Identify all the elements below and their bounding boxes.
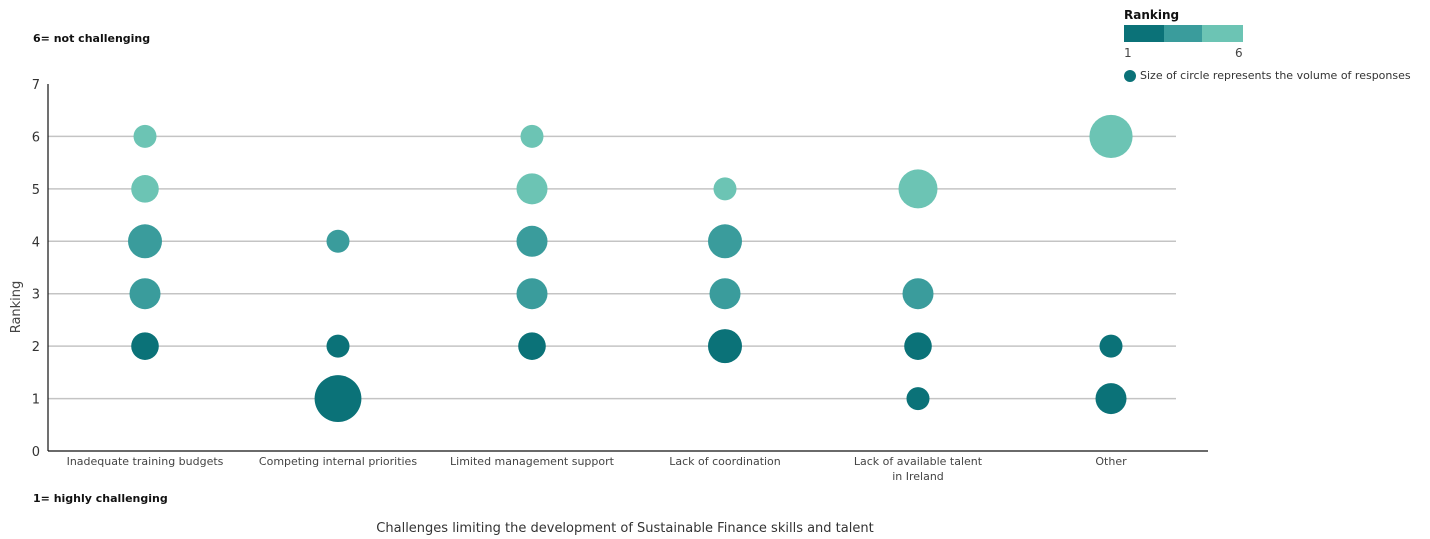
- data-bubble: [516, 278, 548, 310]
- legend-swatch-light: [1202, 25, 1243, 42]
- data-bubble: [516, 225, 548, 257]
- x-tick-label: Lack of coordination: [669, 455, 781, 468]
- data-bubble: [516, 173, 548, 205]
- y-tick-label: 5: [32, 183, 40, 198]
- data-bubble: [128, 224, 162, 259]
- x-tick-label: Competing internal priorities: [259, 455, 417, 468]
- bottom-scale-note: 1= highly challenging: [33, 492, 168, 505]
- y-tick-label: 1: [32, 393, 40, 408]
- top-scale-note: 6= not challenging: [33, 32, 151, 45]
- data-bubble: [326, 334, 350, 358]
- y-tick-label: 0: [32, 445, 40, 460]
- data-bubble: [904, 332, 932, 360]
- legend-size-text: Size of circle represents the volume of …: [1140, 69, 1411, 82]
- data-bubble: [131, 175, 159, 203]
- data-bubble: [314, 375, 362, 422]
- legend-color-scale: [1124, 25, 1243, 42]
- data-bubble: [709, 278, 741, 310]
- data-bubble: [1095, 383, 1127, 415]
- data-bubble: [708, 329, 742, 364]
- data-bubble: [1099, 334, 1123, 358]
- data-bubble: [708, 224, 742, 259]
- data-bubble: [518, 332, 546, 360]
- x-tick-label: Lack of available talent: [854, 455, 983, 468]
- legend-size-note: Size of circle represents the volume of …: [1124, 69, 1411, 82]
- data-bubble: [713, 177, 737, 201]
- y-axis-label: Ranking: [9, 281, 24, 334]
- x-tick-label: Other: [1095, 455, 1127, 468]
- data-bubble: [326, 229, 350, 253]
- x-tick-label: in Ireland: [892, 470, 944, 483]
- legend-min-label: 1: [1124, 46, 1132, 60]
- data-bubble: [898, 169, 938, 209]
- y-tick-label: 4: [32, 235, 40, 250]
- x-tick-label: Inadequate training budgets: [67, 455, 224, 468]
- legend-swatch-dark: [1124, 25, 1164, 42]
- y-tick-label: 2: [32, 340, 40, 355]
- y-tick-label: 6: [32, 130, 40, 145]
- legend-size-dot-icon: [1124, 69, 1136, 82]
- legend-title: Ranking: [1124, 8, 1180, 22]
- data-bubble: [129, 278, 161, 310]
- legend-max-label: 6: [1235, 46, 1243, 60]
- y-tick-label: 3: [32, 288, 40, 303]
- data-bubble: [1089, 114, 1133, 159]
- data-bubble: [902, 278, 934, 310]
- y-tick-label: 7: [32, 78, 40, 93]
- data-bubble: [906, 387, 930, 411]
- data-bubble: [131, 332, 159, 360]
- x-tick-label: Limited management support: [450, 455, 615, 468]
- data-bubble: [520, 124, 544, 148]
- chart-title: Challenges limiting the development of S…: [376, 521, 874, 536]
- data-bubble: [133, 124, 157, 148]
- legend-swatch-mid: [1164, 25, 1202, 42]
